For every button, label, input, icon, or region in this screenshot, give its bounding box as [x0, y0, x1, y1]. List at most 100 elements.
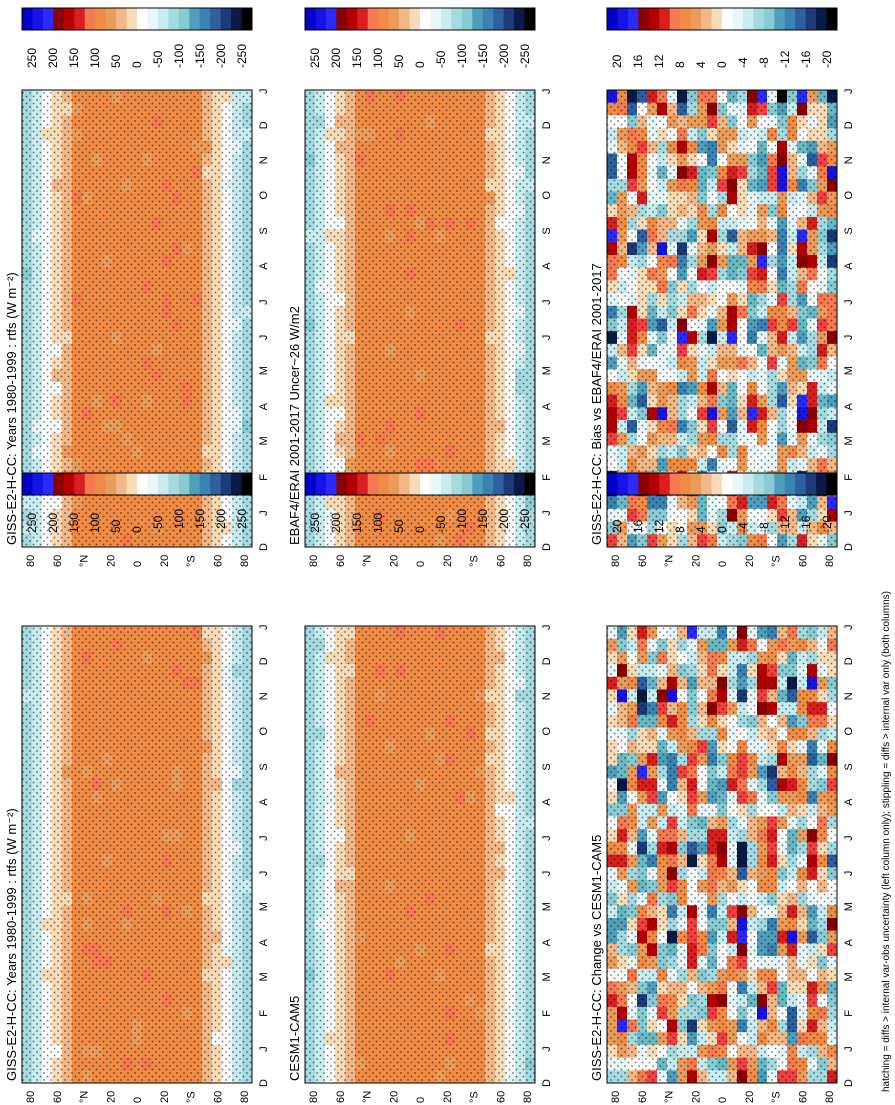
panel-p3: 80 60 °N 20 0 20 °S 60 80DJFMAMJJASONDJEBAF4/ERA…	[287, 89, 553, 568]
panel-p1: 80 60 °N 20 0 20 °S 60 80DJFMAMJJASONDJGISS-E2-H…	[4, 89, 270, 568]
month-tick-label: D	[541, 657, 553, 665]
lat-tick-label: 60	[637, 555, 649, 567]
lat-tick-label: 0	[132, 561, 144, 567]
colorbar-swatch	[315, 8, 327, 30]
colorbar-tick-label: 12	[652, 519, 666, 533]
colorbar-tick-label: 50	[392, 519, 406, 533]
colorbar-swatch	[430, 8, 442, 30]
plot-frame	[304, 89, 536, 548]
colorbar-swatch	[220, 473, 232, 495]
month-tick-label: D	[843, 543, 855, 551]
month-tick-label: O	[843, 191, 855, 200]
colorbar-tick-label: -12	[778, 515, 792, 533]
colorbar-swatch	[627, 473, 639, 495]
lat-tick-label: 60	[495, 555, 507, 567]
colorbar-swatch	[440, 473, 452, 495]
colorbar-swatch	[84, 473, 96, 495]
month-tick-label: D	[258, 121, 270, 129]
colorbar-tick-label: 16	[631, 519, 645, 533]
colorbar-swatch	[357, 473, 369, 495]
lat-tick-label: 60	[52, 1091, 64, 1103]
lat-tick-label: °S	[771, 555, 783, 567]
colorbar-swatch	[430, 473, 442, 495]
colorbar-swatch	[784, 473, 796, 495]
panel-title: GISS-E2-H-CC: Bias vs EBAF4/ERAI 2001-20…	[589, 263, 604, 545]
lat-tick-label: 0	[415, 561, 427, 567]
lat-tick-label: 60	[52, 555, 64, 567]
colorbar-swatch	[336, 8, 348, 30]
month-tick-label: M	[258, 902, 270, 911]
colorbar-tick-label: -100	[172, 44, 186, 68]
colorbar-swatch	[147, 8, 159, 30]
colorbar-swatch	[22, 8, 33, 30]
month-tick-label: M	[258, 366, 270, 375]
colorbar-swatch	[325, 473, 337, 495]
colorbar-tick-label: -150	[193, 44, 207, 68]
colorbar-swatch	[367, 473, 379, 495]
colorbar-swatch	[63, 473, 75, 495]
colorbar-swatch	[210, 8, 222, 30]
month-tick-label: M	[541, 902, 553, 911]
colorbar-swatch	[420, 473, 431, 495]
month-tick-label: J	[541, 871, 553, 877]
month-tick-label: N	[258, 692, 270, 700]
month-tick-label: A	[843, 262, 855, 270]
month-tick-label: J	[541, 299, 553, 305]
month-tick-label: J	[258, 871, 270, 877]
panel-title: GISS-E2-H-CC: Years 1980-1999 : rtfs (W …	[4, 272, 19, 545]
colorbar-tick-label: -150	[476, 509, 490, 533]
colorbar-swatch	[763, 473, 775, 495]
lat-tick-label: 20	[744, 555, 756, 567]
colorbar-tick-label: -250	[518, 509, 532, 533]
colorbar-tick-label: 0	[130, 61, 144, 68]
plot-frame	[21, 625, 253, 1084]
colorbar-swatch	[95, 473, 107, 495]
month-tick-label: O	[258, 727, 270, 736]
colorbar-tick-label: -250	[518, 44, 532, 68]
colorbar-swatch	[722, 473, 733, 495]
colorbar-tick-label: 20	[610, 519, 624, 533]
month-tick-label: M	[541, 366, 553, 375]
colorbar-swatch	[388, 473, 400, 495]
colorbar-swatch	[440, 8, 452, 30]
colorbar-tick-label: -50	[151, 515, 165, 533]
colorbar-swatch	[461, 473, 473, 495]
colorbar-swatch	[732, 473, 744, 495]
colorbar-swatch	[482, 473, 494, 495]
colorbar-tick-label: 4	[694, 526, 708, 533]
colorbar-tick-label: 150	[350, 513, 364, 533]
colorbar-swatch	[711, 473, 723, 495]
colorbar-tick-label: 100	[371, 48, 385, 68]
colorbar-swatch	[742, 473, 754, 495]
colorbar-swatch	[659, 473, 671, 495]
month-tick-label: J	[541, 510, 553, 516]
colorbar-tick-label: -100	[455, 44, 469, 68]
month-tick-label: F	[258, 474, 270, 481]
colorbar-tick-label: -250	[235, 44, 249, 68]
colorbar-tick-label: 0	[413, 61, 427, 68]
colorbar-tick-label: -150	[476, 44, 490, 68]
colorbar-swatch	[472, 8, 484, 30]
lat-tick-label: °S	[186, 1091, 198, 1103]
colorbar-swatch	[524, 8, 536, 30]
colorbar-tick-label: 100	[88, 48, 102, 68]
month-tick-label: N	[843, 156, 855, 164]
stippling	[22, 626, 252, 1083]
colorbar-swatch	[126, 473, 138, 495]
colorbar-swatch	[514, 8, 525, 30]
colorbar-swatch	[116, 473, 127, 495]
month-tick-label: J	[843, 335, 855, 341]
plot-frame	[606, 89, 838, 548]
month-tick-label: N	[258, 156, 270, 164]
lat-tick-label: °S	[186, 555, 198, 567]
colorbar-swatch	[378, 473, 390, 495]
month-tick-label: F	[258, 1010, 270, 1017]
month-tick-label: D	[541, 543, 553, 551]
month-tick-label: A	[541, 938, 553, 946]
month-tick-label: D	[258, 543, 270, 551]
colorbar-swatch	[220, 8, 232, 30]
month-tick-label: J	[541, 835, 553, 841]
colorbar-swatch	[147, 473, 159, 495]
colorbar-swatch	[199, 473, 211, 495]
month-tick-label: F	[843, 474, 855, 481]
